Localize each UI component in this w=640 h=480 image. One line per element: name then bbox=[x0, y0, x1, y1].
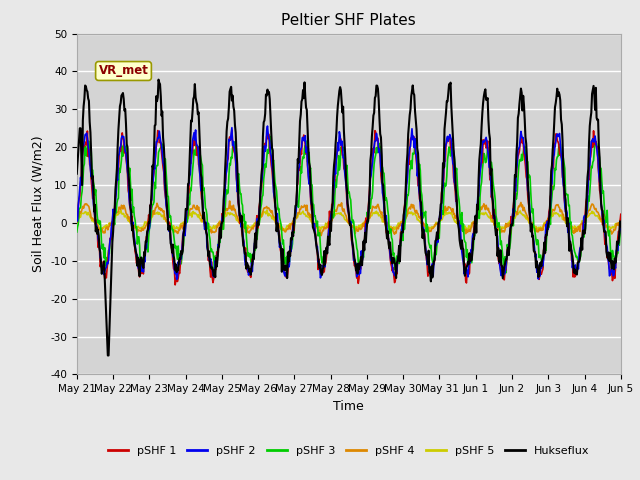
Y-axis label: Soil Heat Flux (W/m2): Soil Heat Flux (W/m2) bbox=[31, 136, 45, 272]
Legend: pSHF 1, pSHF 2, pSHF 3, pSHF 4, pSHF 5, Hukseflux: pSHF 1, pSHF 2, pSHF 3, pSHF 4, pSHF 5, … bbox=[104, 441, 594, 460]
Title: Peltier SHF Plates: Peltier SHF Plates bbox=[282, 13, 416, 28]
Text: VR_met: VR_met bbox=[99, 64, 148, 77]
X-axis label: Time: Time bbox=[333, 400, 364, 413]
